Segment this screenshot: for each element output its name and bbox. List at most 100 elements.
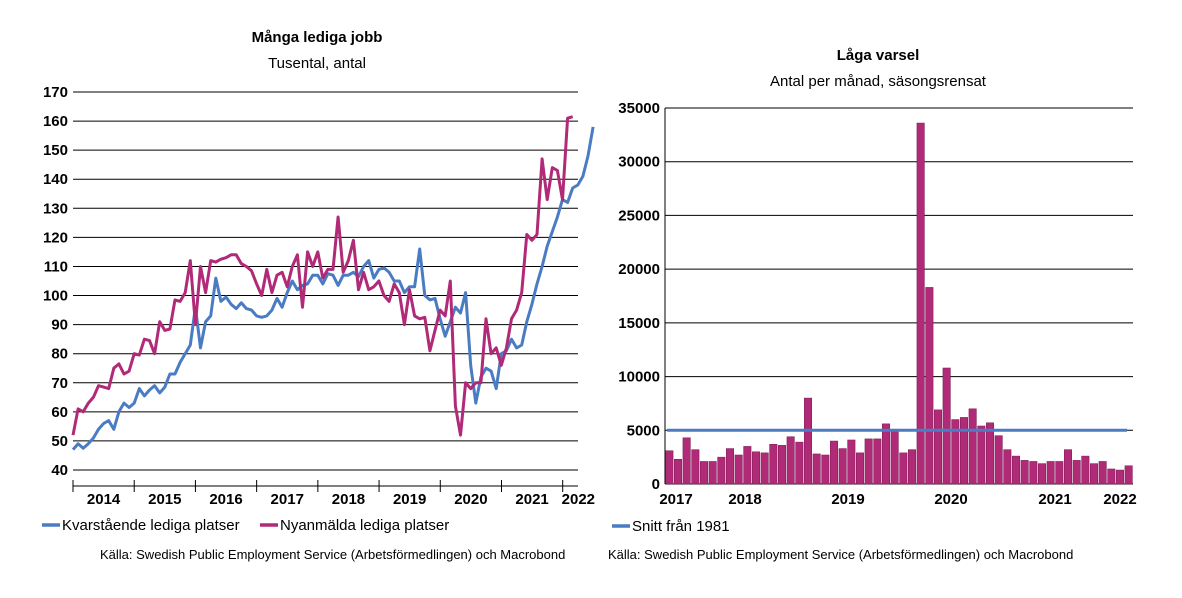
- left-y-tick-130: 130: [43, 200, 68, 217]
- right-bar: [977, 425, 986, 485]
- right-bar: [864, 438, 873, 485]
- right-bar: [994, 435, 1003, 485]
- right-bar: [838, 448, 847, 485]
- left-y-tick-100: 100: [43, 288, 68, 305]
- left-x-tick-2020: 2020: [454, 491, 487, 508]
- left-x-tick-2014: 2014: [87, 491, 121, 508]
- right-bar: [960, 417, 968, 485]
- legend-label-kvarstaende: Kvarstående lediga platser: [62, 517, 240, 534]
- left-y-tick-50: 50: [51, 433, 68, 450]
- left-y-tick-90: 90: [51, 317, 68, 334]
- right-bar: [1090, 463, 1098, 485]
- left-x-tick-2017: 2017: [271, 491, 304, 508]
- left-x-tick-2015: 2015: [148, 491, 181, 508]
- right-bar: [925, 287, 934, 485]
- right-bar: [682, 437, 691, 485]
- left-x-tick-2022: 2022: [562, 491, 595, 508]
- right-x-tick-2020: 2020: [934, 491, 967, 508]
- right-y-tick-0: 0: [652, 476, 660, 493]
- right-bar: [908, 449, 916, 485]
- right-bar: [708, 461, 717, 485]
- right-bar: [734, 454, 743, 485]
- left-source-note: Källa: Swedish Public Employment Service…: [100, 547, 565, 562]
- right-y-tick-10000: 10000: [618, 369, 660, 386]
- right-bar: [1012, 455, 1020, 485]
- right-bar: [760, 452, 769, 485]
- left-series-lines: [71, 115, 595, 451]
- right-bar: [769, 444, 778, 485]
- right-bar: [916, 122, 925, 485]
- left-y-tick-150: 150: [43, 142, 68, 159]
- right-bar: [778, 445, 786, 485]
- right-bar: [1124, 465, 1133, 485]
- legend-label-snitt: Snitt från 1981: [632, 518, 730, 535]
- right-chart-title: Låga varsel: [837, 47, 920, 64]
- right-gridlines: [664, 107, 1133, 485]
- right-bar: [1098, 461, 1107, 485]
- left-chart-title: Många lediga jobb: [252, 29, 383, 46]
- right-bar: [795, 441, 804, 485]
- right-bar: [986, 422, 994, 485]
- left-x-tick-2018: 2018: [332, 491, 365, 508]
- right-bar: [873, 438, 882, 485]
- right-x-tick-2021: 2021: [1038, 491, 1071, 508]
- left-x-tick-2021: 2021: [515, 491, 548, 508]
- right-bar: [830, 440, 838, 485]
- right-bar: [1072, 460, 1081, 485]
- right-x-tick-labels: 2017 2018 2019 2020 2021 2022: [659, 491, 1136, 508]
- right-source-note: Källa: Swedish Public Employment Service…: [608, 547, 1073, 562]
- left-y-tick-60: 60: [51, 404, 68, 421]
- right-bar: [1003, 449, 1012, 485]
- right-bar: [726, 448, 734, 485]
- right-legend: Snitt från 1981: [612, 518, 730, 535]
- right-bar: [786, 436, 795, 485]
- right-bar: [847, 439, 856, 485]
- right-bar: [1046, 461, 1055, 485]
- right-bar: [691, 449, 700, 485]
- right-bar: [1107, 468, 1116, 485]
- left-y-tick-160: 160: [43, 113, 68, 130]
- right-chart-subtitle: Antal per månad, säsongsrensat: [770, 73, 987, 90]
- right-bar: [1116, 469, 1124, 485]
- left-y-tick-80: 80: [51, 346, 68, 363]
- left-y-tick-170: 170: [43, 84, 68, 101]
- right-bar: [1038, 463, 1046, 485]
- left-series-line-nyanmalda: [71, 115, 574, 437]
- left-series-line-kvarstaende: [71, 126, 595, 451]
- left-y-tick-110: 110: [44, 258, 68, 275]
- right-bar: [1064, 449, 1072, 485]
- right-bar: [882, 423, 890, 485]
- right-bar: [674, 459, 682, 485]
- right-x-tick-2019: 2019: [831, 491, 864, 508]
- left-y-tick-140: 140: [43, 171, 68, 188]
- left-chart: Många lediga jobb Tusental, antal 40 50 60…: [42, 29, 595, 562]
- right-bar: [752, 451, 760, 485]
- legend-label-nyanmalda: Nyanmälda lediga platser: [280, 517, 449, 534]
- right-y-tick-15000: 15000: [618, 315, 660, 332]
- right-bar: [743, 446, 752, 485]
- left-y-tick-40: 40: [51, 462, 68, 479]
- right-y-tick-35000: 35000: [618, 100, 660, 117]
- left-legend: Kvarstående lediga platser Nyanmälda led…: [42, 517, 449, 534]
- right-bars: [665, 122, 1133, 485]
- right-bar: [717, 456, 726, 485]
- right-y-tick-20000: 20000: [618, 261, 660, 278]
- left-y-tick-labels: 40 50 60 70 80 90 100 110 120 130 140 150 160 170: [43, 84, 68, 479]
- right-y-tick-25000: 25000: [618, 207, 660, 224]
- right-bar: [700, 461, 708, 485]
- right-chart: Låga varsel Antal per månad, säsongsrens…: [608, 47, 1137, 562]
- right-bar: [942, 367, 951, 485]
- left-x-tick-2016: 2016: [209, 491, 242, 508]
- right-y-tick-30000: 30000: [618, 154, 660, 171]
- right-y-tick-labels: 0 5000 10000 15000 20000 25000 30000 35000: [618, 100, 660, 493]
- right-x-tick-2018: 2018: [728, 491, 761, 508]
- right-bar: [1029, 461, 1038, 485]
- left-y-tick-70: 70: [51, 375, 68, 392]
- right-bar: [899, 452, 908, 485]
- right-bar: [1055, 461, 1064, 485]
- left-y-tick-120: 120: [43, 229, 68, 246]
- left-chart-subtitle: Tusental, antal: [268, 55, 366, 72]
- left-gridlines: [72, 91, 578, 492]
